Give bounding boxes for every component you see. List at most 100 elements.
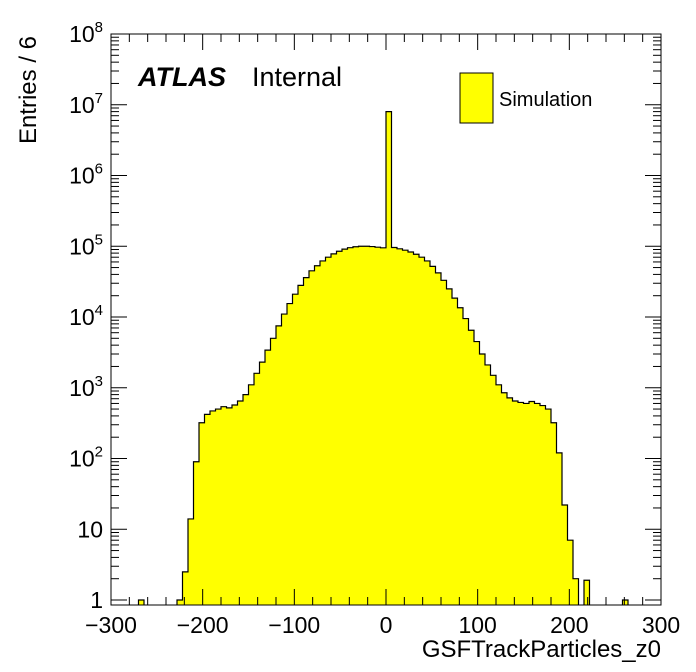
histogram-bar <box>496 384 502 605</box>
histogram-bar <box>490 375 496 605</box>
x-tick-label: 100 <box>458 612 496 638</box>
atlas-label: ATLAS <box>137 62 226 92</box>
plot-frame <box>110 33 662 606</box>
histogram-bar <box>353 246 359 605</box>
y-tick-label: 1 <box>90 587 103 613</box>
histogram-bar <box>199 422 205 605</box>
histogram-bar <box>193 461 199 605</box>
histogram-bar <box>226 407 232 605</box>
histogram-bar <box>375 247 381 605</box>
y-tick-label: 102 <box>69 444 103 472</box>
histogram-bar <box>518 402 524 605</box>
y-tick-label: 103 <box>69 373 103 401</box>
y-tick-label: 104 <box>69 302 103 330</box>
histogram-bar <box>397 248 403 605</box>
x-tick-label: 200 <box>550 612 588 638</box>
histogram-bar <box>210 410 216 605</box>
histogram-bar <box>364 246 370 605</box>
x-tick-label: 300 <box>642 612 680 638</box>
histogram-bar <box>380 247 386 605</box>
histogram-bar <box>424 260 430 605</box>
histogram-bar <box>529 401 535 605</box>
y-axis-label: Entries / 6 <box>15 36 42 144</box>
histogram-bar <box>292 294 298 605</box>
histogram-bar <box>545 409 551 605</box>
histogram-bar <box>303 277 309 605</box>
histogram-bar <box>281 314 287 605</box>
x-tick-label: −300 <box>85 612 137 638</box>
histogram-bar <box>259 362 265 605</box>
histogram-bar <box>215 409 221 605</box>
histogram-bar <box>182 571 188 605</box>
histogram-bar <box>298 285 304 605</box>
histogram-bar <box>463 318 469 605</box>
histogram-bar <box>287 303 293 605</box>
histogram-outline <box>137 111 629 605</box>
histogram-bar <box>452 298 458 605</box>
histogram-bar <box>386 111 392 606</box>
histogram-bar <box>474 341 480 605</box>
histogram-bar <box>232 405 238 605</box>
x-tick-label: −200 <box>177 612 229 638</box>
histogram-bar <box>567 540 573 605</box>
y-tick-label: 10 <box>77 516 103 542</box>
histogram-bar <box>325 257 331 605</box>
histogram-bar <box>584 580 590 605</box>
histogram-bar <box>248 384 254 605</box>
histogram-bar <box>485 364 491 605</box>
histogram-bar <box>243 394 249 605</box>
histogram-bar <box>358 246 364 605</box>
histogram-bar <box>331 253 337 605</box>
histogram-bar <box>314 265 320 605</box>
histogram-bar <box>177 600 183 605</box>
histogram-bar <box>457 307 463 605</box>
histogram-bar <box>551 422 557 605</box>
x-axis-ticks: −300 −200 −100 0 100 200 300 <box>85 34 680 638</box>
histogram-bar <box>573 578 579 605</box>
y-tick-label: 107 <box>69 90 103 118</box>
y-axis-ticks: 1 10 102 103 104 105 106 107 108 <box>69 19 661 613</box>
histogram-bar <box>556 452 562 605</box>
histogram-bar <box>540 405 546 605</box>
histogram-bar <box>309 270 315 605</box>
histogram-bar <box>430 266 436 605</box>
histogram-bar <box>347 247 353 606</box>
x-tick-label: −100 <box>268 612 320 638</box>
histogram-bar <box>265 350 271 605</box>
histogram-bar <box>622 600 628 605</box>
histogram-bar <box>204 414 210 605</box>
histogram-bar <box>441 280 447 605</box>
histogram-bar <box>276 325 282 605</box>
histogram-bar <box>534 403 540 605</box>
y-tick-label: 108 <box>69 19 103 47</box>
histogram-bar <box>408 251 414 606</box>
histogram-bar <box>562 505 568 605</box>
histogram-bar <box>507 397 513 605</box>
histogram-bar <box>138 600 144 605</box>
histogram-bar <box>320 260 326 605</box>
histogram-bar <box>221 406 227 605</box>
histogram-bar <box>254 373 260 605</box>
histogram-bars <box>137 111 629 606</box>
histogram-bar <box>468 330 474 605</box>
y-tick-label: 105 <box>69 231 103 259</box>
x-axis-label: GSFTrackParticles_z0 <box>422 636 661 663</box>
histogram-bar <box>237 400 243 605</box>
histogram-bar <box>342 249 348 605</box>
histogram-bar <box>435 272 441 605</box>
histogram-bar <box>391 247 397 605</box>
histogram-bar <box>446 288 452 605</box>
histogram-bar <box>419 257 425 605</box>
histogram-bar <box>501 392 507 605</box>
histogram-bar <box>523 403 529 605</box>
histogram-bar <box>336 251 342 605</box>
legend-swatch <box>459 72 494 124</box>
histogram-bar <box>413 254 419 605</box>
x-tick-label: 0 <box>380 612 393 638</box>
histogram-bar <box>369 246 375 605</box>
histogram-bar <box>512 400 518 605</box>
y-tick-label: 106 <box>69 161 103 189</box>
legend-entry: Simulation <box>499 89 592 111</box>
histogram-bar <box>479 354 485 605</box>
